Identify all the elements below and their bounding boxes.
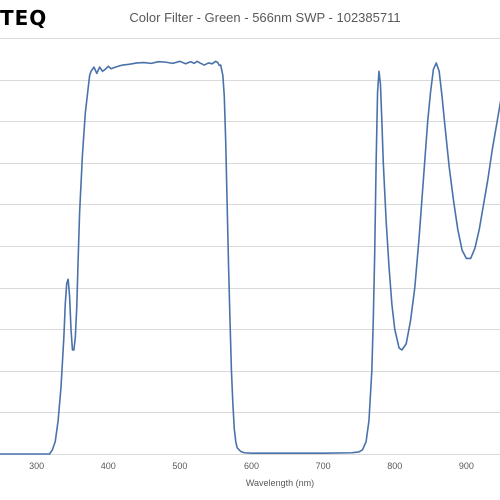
x-tick-label: 800 [387, 461, 402, 471]
x-tick-label: 600 [244, 461, 259, 471]
x-tick-label: 400 [101, 461, 116, 471]
x-tick-label: 700 [316, 461, 331, 471]
x-tick-label: 500 [172, 461, 187, 471]
x-axis-title: Wavelength (nm) [246, 478, 314, 488]
series-line-0 [0, 60, 500, 455]
x-tick-label: 900 [459, 461, 474, 471]
series-group [0, 60, 500, 455]
gridlines [0, 38, 500, 455]
x-tick-label: 300 [29, 461, 44, 471]
x-tick-labels: 3004005006007008009001000 [29, 461, 474, 471]
chart-title: Color Filter - Green - 566nm SWP - 10238… [129, 10, 401, 25]
company-logo: TEQ [0, 6, 48, 30]
